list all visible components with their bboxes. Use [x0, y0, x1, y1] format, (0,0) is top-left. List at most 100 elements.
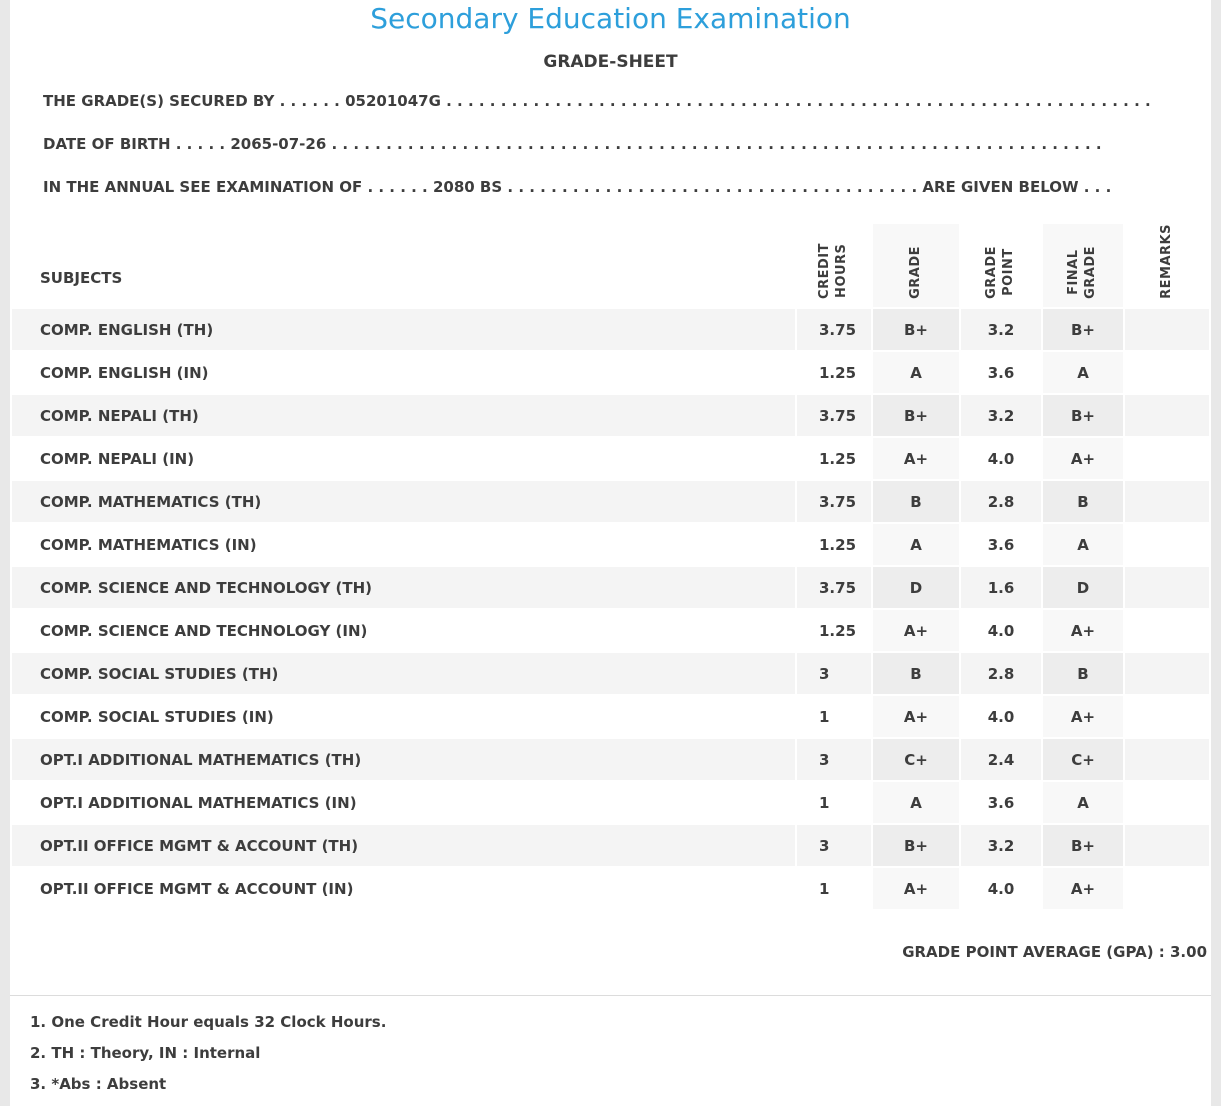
grade-point-cell: 4.0	[987, 621, 1015, 640]
final-grade-cell: B	[1043, 653, 1123, 694]
remarks-label: REMARKS	[1158, 223, 1174, 299]
remarks-cell	[1125, 825, 1209, 866]
subject-cell: COMP. SCIENCE AND TECHNOLOGY (TH)	[40, 578, 373, 597]
credit-hours-cell: 1	[819, 793, 830, 812]
remarks-cell	[1125, 868, 1209, 909]
grade-point-cell: 4.0	[987, 707, 1015, 726]
subject-cell: COMP. MATHEMATICS (IN)	[40, 535, 257, 554]
final-grade-cell: A+	[1043, 696, 1123, 737]
grade-cell: A	[873, 352, 959, 393]
grade-cell: A	[873, 524, 959, 565]
subject-cell: OPT.II OFFICE MGMT & ACCOUNT (IN)	[40, 879, 354, 898]
examination-year-line: IN THE ANNUAL SEE EXAMINATION OF . . . .…	[43, 177, 1112, 196]
remarks-cell	[1125, 610, 1209, 651]
column-header-grade-point: GRADE POINT	[961, 224, 1041, 308]
credit-hours-cell: 3.75	[819, 492, 857, 511]
table-row: COMP. ENGLISH (TH) 3.75 B+ 3.2 B+	[12, 309, 1209, 351]
grade-point-label: GRADE POINT	[984, 245, 1016, 299]
grade-point-cell: 3.2	[987, 836, 1015, 855]
date-of-birth-line: DATE OF BIRTH . . . . . 2065-07-26 . . .…	[43, 134, 1102, 153]
grade-cell: A+	[873, 868, 959, 909]
credit-hours-label: CREDIT HOURS	[817, 242, 849, 299]
grade-cell: A	[873, 782, 959, 823]
grade-cell: D	[873, 567, 959, 608]
final-grade-cell: A+	[1043, 438, 1123, 479]
credit-hours-cell: 1	[819, 707, 830, 726]
final-grade-cell: A+	[1043, 868, 1123, 909]
final-grade-label: FINAL GRADE	[1066, 245, 1098, 299]
credit-hours-cell: 3.75	[819, 320, 857, 339]
table-row: OPT.I ADDITIONAL MATHEMATICS (IN) 1 A 3.…	[12, 782, 1209, 824]
final-grade-cell: A	[1043, 782, 1123, 823]
final-grade-cell: B+	[1043, 825, 1123, 866]
candidate-info: THE GRADE(S) SECURED BY . . . . . . 0520…	[43, 92, 1211, 197]
subject-cell: COMP. ENGLISH (TH)	[40, 320, 214, 339]
subject-cell: OPT.I ADDITIONAL MATHEMATICS (IN)	[40, 793, 357, 812]
final-grade-cell: A	[1043, 524, 1123, 565]
subject-cell: COMP. NEPALI (TH)	[40, 406, 199, 425]
subject-cell: COMP. SCIENCE AND TECHNOLOGY (IN)	[40, 621, 368, 640]
table-header-row: SUBJECTS CREDIT HOURS GRADE GRADE POINT …	[12, 223, 1209, 308]
remarks-cell	[1125, 481, 1209, 522]
grade-point-cell: 3.6	[987, 363, 1015, 382]
final-grade-cell: B+	[1043, 309, 1123, 350]
final-grade-cell: A+	[1043, 610, 1123, 651]
column-header-grade: GRADE	[873, 224, 959, 308]
grade-cell: A+	[873, 438, 959, 479]
grade-label: GRADE	[907, 245, 923, 299]
remarks-cell	[1125, 395, 1209, 436]
grade-cell: B	[873, 481, 959, 522]
final-grade-cell: C+	[1043, 739, 1123, 780]
table-row: COMP. SOCIAL STUDIES (TH) 3 B 2.8 B	[12, 653, 1209, 695]
column-header-credit-hours: CREDIT HOURS	[797, 224, 871, 308]
subject-cell: OPT.I ADDITIONAL MATHEMATICS (TH)	[40, 750, 362, 769]
remarks-cell	[1125, 782, 1209, 823]
column-header-subjects: SUBJECTS	[40, 269, 123, 288]
gradesheet-page: Secondary Education Examination GRADE-SH…	[10, 0, 1211, 1106]
grade-point-cell: 3.2	[987, 406, 1015, 425]
remarks-cell	[1125, 438, 1209, 479]
note-credit-hours: 1. One Credit Hour equals 32 Clock Hours…	[30, 1013, 387, 1032]
credit-hours-cell: 1	[819, 879, 830, 898]
subject-cell: COMP. ENGLISH (IN)	[40, 363, 209, 382]
final-grade-cell: D	[1043, 567, 1123, 608]
final-grade-cell: B+	[1043, 395, 1123, 436]
grade-cell: C+	[873, 739, 959, 780]
credit-hours-cell: 1.25	[819, 535, 857, 554]
grade-cell: B+	[873, 309, 959, 350]
table-row: OPT.II OFFICE MGMT & ACCOUNT (TH) 3 B+ 3…	[12, 825, 1209, 867]
credit-hours-cell: 3.75	[819, 578, 857, 597]
page-title: Secondary Education Examination	[370, 2, 851, 35]
table-row: COMP. NEPALI (TH) 3.75 B+ 3.2 B+	[12, 395, 1209, 437]
notes-section: 1. One Credit Hour equals 32 Clock Hours…	[10, 995, 1211, 1094]
credit-hours-cell: 1.25	[819, 449, 857, 468]
grade-point-cell: 3.6	[987, 793, 1015, 812]
table-row: COMP. SCIENCE AND TECHNOLOGY (IN) 1.25 A…	[12, 610, 1209, 652]
grade-cell: A+	[873, 610, 959, 651]
page-subtitle: GRADE-SHEET	[543, 51, 678, 72]
credit-hours-cell: 3	[819, 664, 830, 683]
grade-point-cell: 3.6	[987, 535, 1015, 554]
credit-hours-cell: 1.25	[819, 621, 857, 640]
subject-cell: OPT.II OFFICE MGMT & ACCOUNT (TH)	[40, 836, 359, 855]
remarks-cell	[1125, 653, 1209, 694]
grade-point-cell: 4.0	[987, 449, 1015, 468]
note-abs: 3. *Abs : Absent	[30, 1075, 167, 1094]
table-row: OPT.II OFFICE MGMT & ACCOUNT (IN) 1 A+ 4…	[12, 868, 1209, 910]
remarks-cell	[1125, 352, 1209, 393]
note-th-in: 2. TH : Theory, IN : Internal	[30, 1044, 261, 1063]
grade-point-cell: 2.8	[987, 492, 1015, 511]
table-row: COMP. NEPALI (IN) 1.25 A+ 4.0 A+	[12, 438, 1209, 480]
credit-hours-cell: 3	[819, 750, 830, 769]
table-row: COMP. MATHEMATICS (TH) 3.75 B 2.8 B	[12, 481, 1209, 523]
grade-point-cell: 2.4	[987, 750, 1015, 769]
grade-point-cell: 3.2	[987, 320, 1015, 339]
grade-cell: B+	[873, 825, 959, 866]
remarks-cell	[1125, 309, 1209, 350]
credit-hours-cell: 3	[819, 836, 830, 855]
table-row: OPT.I ADDITIONAL MATHEMATICS (TH) 3 C+ 2…	[12, 739, 1209, 781]
credit-hours-cell: 1.25	[819, 363, 857, 382]
table-row: COMP. ENGLISH (IN) 1.25 A 3.6 A	[12, 352, 1209, 394]
grade-cell: A+	[873, 696, 959, 737]
remarks-cell	[1125, 524, 1209, 565]
